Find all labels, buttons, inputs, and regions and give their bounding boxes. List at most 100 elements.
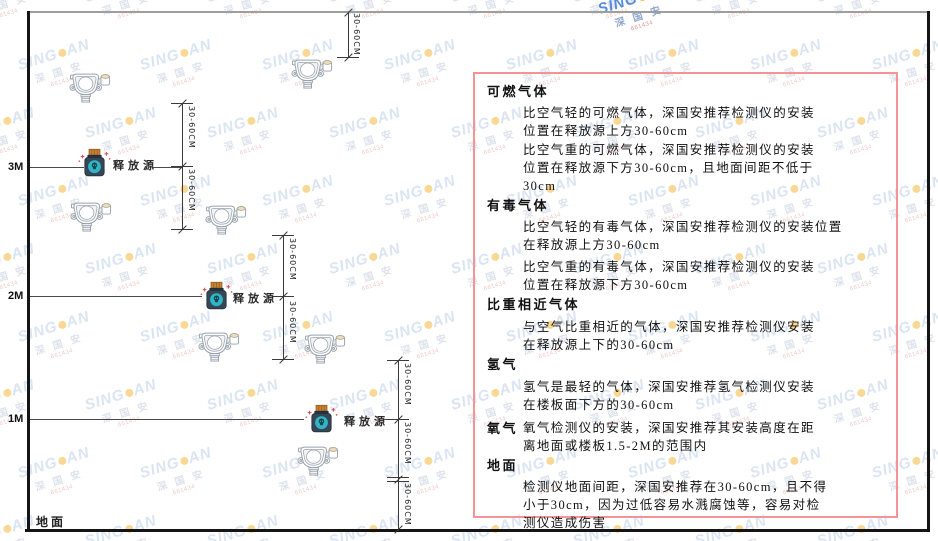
panel-text-line: 比空气轻的可燃气体，深国安推荐检测仪的安装 (523, 106, 815, 120)
paragraph: 检测仪地面间距，深国安推荐在30-60cm，且不得 小于30cm，因为过低容易水… (523, 478, 882, 532)
gas-detector-icon (70, 199, 112, 232)
brand-dot-icon (368, 387, 379, 398)
brand-dot-icon (2, 387, 13, 398)
section-combustible-gas: 可燃气体 比空气轻的可燃气体，深国安推荐检测仪的安装 位置在释放源上方30-60… (487, 82, 882, 195)
paragraph: 比空气重的可燃气体，深国安推荐检测仪的安装 位置在释放源下方30-60cm，且地… (523, 141, 882, 195)
paragraph: 比空气轻的有毒气体，深国安推荐检测仪的安装位置 在释放源上方30-60cm (523, 218, 882, 254)
brand-dot-icon (2, 251, 13, 262)
brand-dot-icon (301, 183, 312, 194)
section-title: 有毒气体 (487, 198, 550, 213)
height-label-2m: 2M (8, 290, 24, 302)
brand-dot-icon (179, 47, 190, 58)
panel-text-line: 与空气比重相近的气体，深国安推荐检测仪安装 (523, 320, 815, 334)
dimension-tick (387, 481, 409, 482)
release-source-icon (78, 148, 111, 178)
brand-dot-icon (789, 47, 800, 58)
dimension-label: 30-60CM (403, 363, 412, 406)
panel-text-line: 比空气重的有毒气体，深国安推荐检测仪的安装 (523, 260, 815, 274)
brand-dot-icon (423, 183, 434, 194)
brand-dot-icon (124, 251, 135, 262)
dimension-line (283, 235, 284, 360)
panel-text-line: 位置在释放源上方30-60cm (523, 124, 689, 138)
section-title: 可燃气体 (487, 84, 550, 99)
dimension-label: 30-60CM (352, 13, 361, 56)
dimension-line (398, 360, 399, 530)
brand-dot-icon (301, 319, 312, 330)
panel-text-line: 离地面或楼板1.5-2M的范围内 (523, 439, 708, 453)
section-hydrogen: 氢气 氢气是最轻的气体，深国安推荐氢气检测仪安装 在楼板面下方的30-60cm (487, 355, 882, 414)
leader-3m-ext (152, 167, 183, 168)
panel-text-line: 在释放源上下的30-60cm (523, 338, 675, 352)
brand-dot-icon (637, 0, 648, 2)
brand-dot-icon (124, 387, 135, 398)
section-title: 氢气 (487, 357, 519, 372)
paragraph: 比空气重的有毒气体，深国安推荐检测仪的安装 位置在释放源下方30-60cm (523, 258, 882, 294)
brand-dot-icon (179, 319, 190, 330)
release-source-icon (305, 404, 338, 434)
brand-dot-icon (57, 455, 68, 466)
brand-dot-icon (2, 523, 13, 534)
brand-dot-icon (246, 115, 257, 126)
brand-dot-icon (423, 455, 434, 466)
panel-text-line: 比空气重的可燃气体，深国安推荐检测仪的安装 (523, 143, 815, 157)
section-oxygen: 氧气 氧气检测仪的安装，深国安推荐其安装高度在距 离地面或楼板1.5-2M的范围… (487, 419, 882, 455)
dimension-label: 30-60CM (288, 301, 297, 344)
brand-dot-icon (57, 183, 68, 194)
height-label-3m: 3M (8, 161, 24, 173)
info-panel: 可燃气体 比空气轻的可燃气体，深国安推荐检测仪的安装 位置在释放源上方30-60… (473, 72, 898, 530)
gas-detector-icon (291, 56, 333, 89)
brand-dot-icon (911, 47, 922, 58)
paragraph: 与空气比重相近的气体，深国安推荐检测仪安装 在释放源上下的30-60cm (523, 318, 882, 354)
brand-dot-icon (124, 115, 135, 126)
paragraph: 比空气轻的可燃气体，深国安推荐检测仪的安装 位置在释放源上方30-60cm (523, 104, 882, 140)
panel-text-line: 测仪造成伤害 (523, 516, 607, 530)
brand-dot-icon (246, 251, 257, 262)
brand-dot-icon (179, 455, 190, 466)
panel-text-line: 在楼板面下方的30-60cm (523, 398, 675, 412)
brand-dot-icon (423, 319, 434, 330)
brand-dot-icon (2, 115, 13, 126)
release-source-icon (200, 281, 233, 311)
ground-line (25, 529, 930, 532)
brand-dot-icon (667, 47, 678, 58)
panel-text-line: 检测仪地面间距，深国安推荐在30-60cm，且不得 (523, 480, 828, 494)
brand-dot-icon (368, 251, 379, 262)
panel-text-line: 在释放源上方30-60cm (523, 238, 661, 252)
brand-dot-icon (246, 387, 257, 398)
brand-dot-icon (911, 183, 922, 194)
right-border-line (927, 11, 930, 532)
gas-detector-icon (297, 443, 339, 476)
ground-label: 地面 (36, 515, 67, 529)
wall-line (27, 11, 30, 532)
dimension-label: 30-60CM (288, 238, 297, 281)
brand-dot-icon (545, 47, 556, 58)
leader-2m (30, 296, 202, 297)
brand-dot-icon (911, 319, 922, 330)
panel-text-line: 位置在释放源下方30-60cm (523, 278, 689, 292)
section-title: 地面 (487, 458, 519, 473)
panel-text-line: 30cm (523, 179, 557, 193)
paragraph: 氧气检测仪的安装，深国安推荐其安装高度在距 离地面或楼板1.5-2M的范围内 (523, 419, 882, 455)
leader-3m (30, 167, 84, 168)
